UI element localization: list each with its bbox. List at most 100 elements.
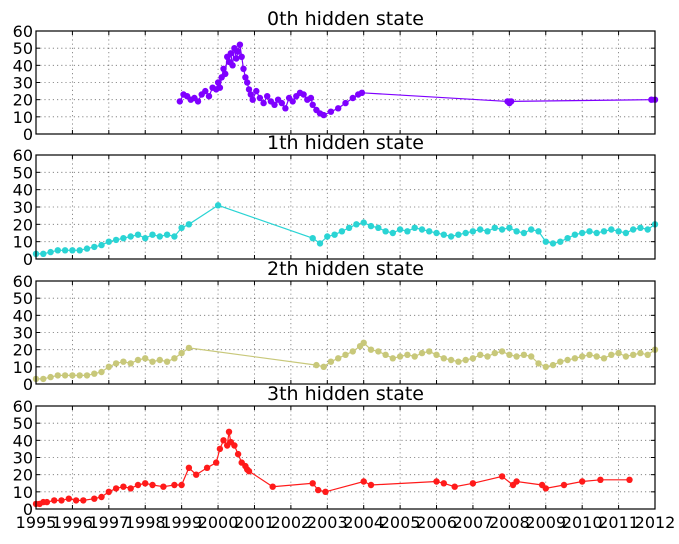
x-tick-label: 1995 — [16, 513, 57, 532]
y-tick-label: 40 — [13, 306, 33, 325]
y-tick-label: 0 — [23, 125, 33, 144]
x-tick-label: 2000 — [198, 513, 239, 532]
series-line — [179, 44, 655, 116]
data-point — [600, 355, 608, 362]
data-point — [105, 363, 113, 370]
data-point — [469, 480, 477, 487]
panel-title: 2th hidden state — [267, 258, 424, 280]
data-point — [149, 231, 156, 238]
data-point — [51, 497, 58, 504]
data-point — [127, 360, 134, 367]
x-tick-label: 2002 — [271, 513, 312, 532]
data-point — [477, 226, 484, 233]
data-point — [564, 356, 571, 364]
series-line — [36, 431, 630, 505]
data-point — [637, 224, 644, 231]
data-point — [513, 228, 520, 235]
data-point — [163, 231, 171, 238]
data-point — [222, 70, 229, 78]
data-point — [630, 226, 637, 233]
data-point — [234, 48, 242, 55]
panel-title: 1th hidden state — [267, 132, 424, 154]
data-point — [426, 228, 433, 235]
data-point — [622, 353, 630, 360]
data-point — [367, 222, 375, 230]
data-point — [309, 235, 316, 242]
data-point — [491, 224, 498, 231]
data-point — [520, 229, 528, 237]
data-point — [608, 226, 615, 233]
data-point — [91, 243, 98, 251]
data-point — [404, 351, 411, 358]
panel-3: 3th hidden state010203040506019951996199… — [13, 383, 676, 532]
data-point — [112, 236, 120, 244]
data-point — [163, 358, 171, 365]
data-point — [389, 229, 396, 237]
data-point — [47, 373, 54, 381]
data-point — [105, 238, 113, 245]
data-point — [327, 358, 335, 365]
data-point — [76, 372, 83, 379]
data-point — [360, 219, 367, 226]
y-tick-label: 20 — [13, 341, 33, 360]
y-tick-label: 30 — [13, 74, 33, 93]
data-point — [220, 437, 227, 444]
data-point — [342, 99, 349, 107]
y-tick-label: 20 — [13, 91, 33, 110]
data-point — [98, 241, 105, 249]
data-point — [203, 464, 211, 471]
data-point — [455, 358, 462, 365]
data-point — [586, 228, 593, 235]
data-point — [358, 89, 366, 97]
data-point — [608, 351, 615, 358]
x-tick-label: 1997 — [88, 513, 129, 532]
x-tick-label: 2005 — [380, 513, 421, 532]
data-point — [360, 339, 367, 346]
data-point — [205, 93, 213, 100]
data-point — [72, 497, 80, 504]
data-point — [171, 355, 178, 362]
data-point — [120, 358, 127, 365]
data-point — [313, 361, 320, 369]
data-point — [557, 358, 564, 365]
data-point — [229, 62, 236, 69]
data-point — [322, 488, 329, 495]
data-point — [335, 355, 342, 362]
y-tick-label: 30 — [13, 324, 33, 343]
data-point — [353, 221, 360, 228]
data-point — [112, 485, 120, 492]
data-point — [367, 481, 375, 489]
data-point — [513, 478, 520, 485]
y-tick-label: 10 — [13, 358, 33, 377]
data-point — [216, 84, 224, 91]
data-point — [127, 233, 134, 240]
data-point — [40, 250, 47, 257]
y-tick-label: 50 — [13, 163, 33, 182]
data-point — [411, 353, 418, 360]
data-point — [245, 86, 253, 93]
data-point — [484, 228, 491, 235]
data-point — [571, 231, 579, 238]
data-point — [193, 471, 200, 478]
data-point — [579, 478, 586, 485]
y-tick-label: 50 — [13, 289, 33, 308]
plot-frame — [35, 405, 656, 510]
data-point — [549, 240, 557, 247]
data-point — [564, 235, 571, 242]
data-point — [389, 355, 396, 362]
data-point — [149, 481, 156, 489]
data-point — [404, 228, 411, 235]
data-point — [69, 247, 76, 254]
y-tick-label: 40 — [13, 431, 33, 450]
data-point — [134, 231, 142, 238]
x-tick-label: 2004 — [343, 513, 384, 532]
data-point — [462, 356, 469, 364]
data-point — [327, 108, 335, 115]
data-point — [440, 480, 447, 487]
data-point — [367, 346, 375, 353]
data-point — [535, 228, 542, 235]
data-point — [335, 105, 342, 112]
data-point — [185, 344, 193, 352]
data-point — [178, 481, 185, 489]
x-tick-label: 2001 — [234, 513, 275, 532]
